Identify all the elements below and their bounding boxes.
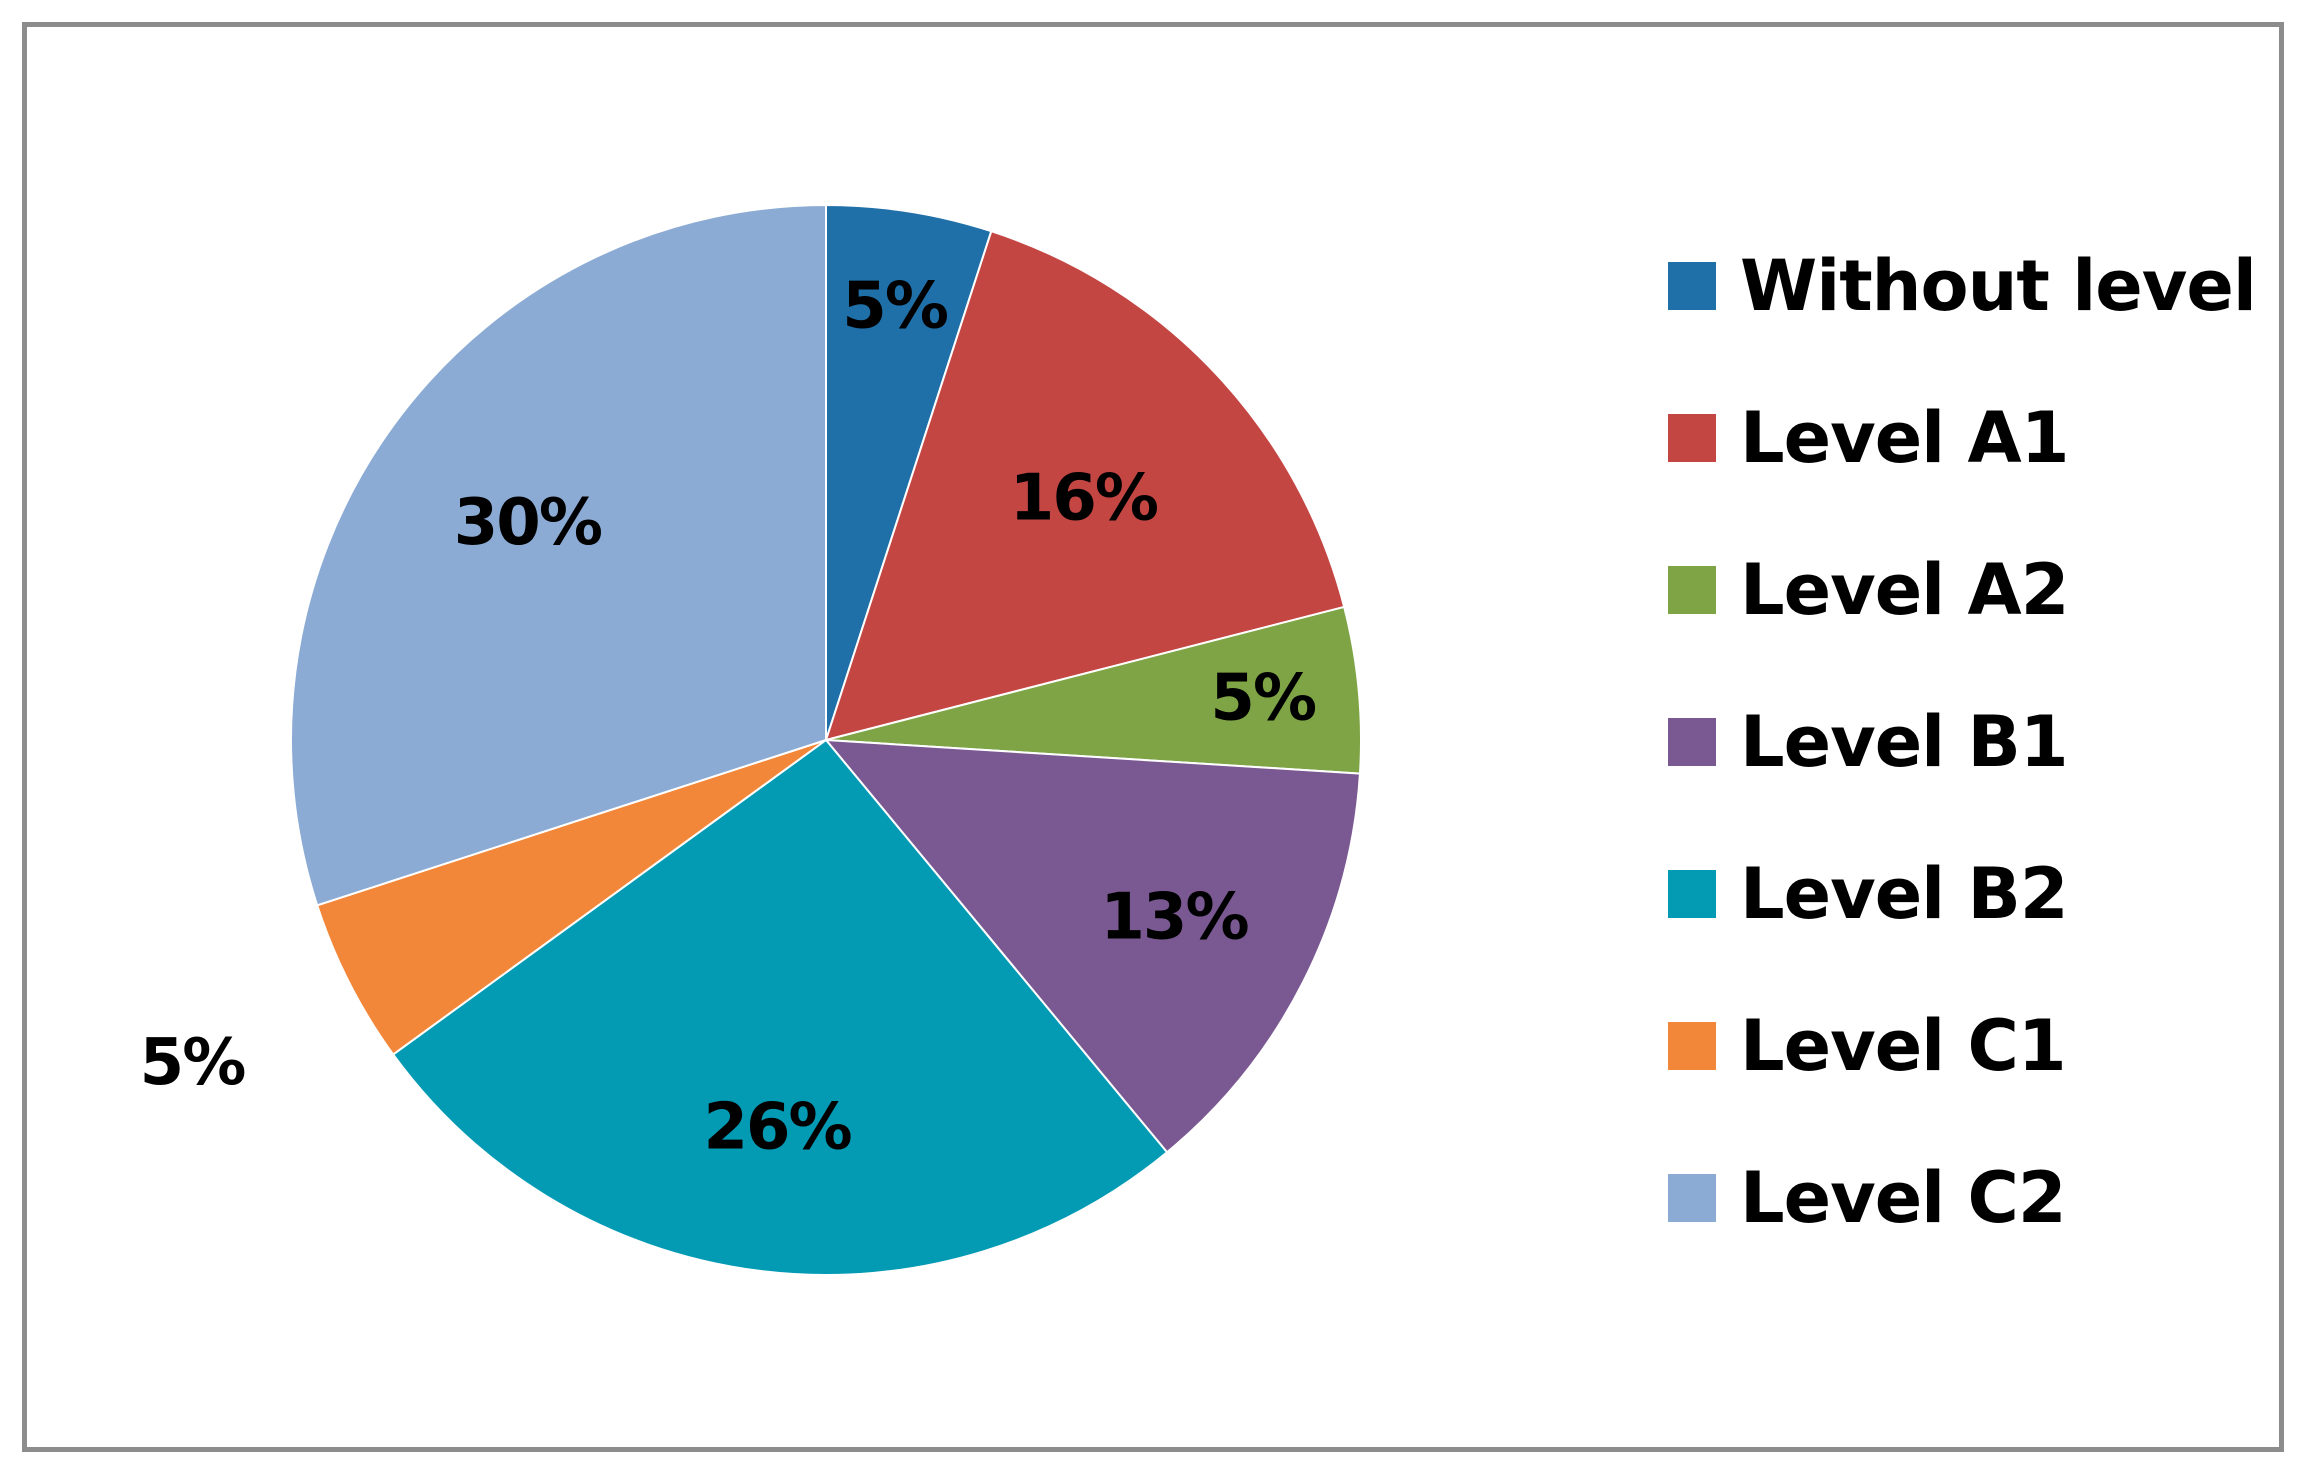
legend-item-6: Level C2	[1668, 1157, 2067, 1239]
slice-label-0: 5%	[842, 270, 948, 344]
pie-slice-4	[391, 738, 1169, 1276]
slice-label-3: 13%	[1100, 880, 1248, 954]
pie-slice-2	[825, 605, 1362, 775]
slice-label-6: 30%	[454, 486, 602, 560]
legend: Without level Level A1 Level A2 Level B1 Lev…	[1668, 245, 2257, 1239]
legend-item-3: Level B1	[1668, 701, 2069, 783]
legend-item-0: Without level	[1668, 245, 2257, 327]
slice-label-5: 5%	[140, 1026, 246, 1100]
legend-item-2: Level A2	[1668, 549, 2069, 631]
legend-swatch-3	[1668, 718, 1716, 766]
pie-slice-6	[290, 203, 827, 907]
slice-label-4: 26%	[703, 1090, 851, 1164]
legend-swatch-2	[1668, 566, 1716, 614]
pie-slice-5	[315, 739, 827, 1056]
legend-swatch-1	[1668, 414, 1716, 462]
legend-label-3: Level B1	[1740, 701, 2068, 783]
legend-swatch-5	[1668, 1022, 1716, 1070]
legend-label-1: Level A1	[1740, 397, 2068, 479]
legend-label-0: Without level	[1740, 245, 2256, 327]
legend-label-6: Level C2	[1740, 1157, 2066, 1239]
legend-item-4: Level B2	[1668, 853, 2069, 935]
legend-label-4: Level B2	[1740, 853, 2068, 935]
slice-label-1: 16%	[1010, 461, 1158, 535]
pie-slices	[290, 203, 1362, 1276]
slice-labels: 5% 16% 5% 13% 26% 5% 30%	[140, 270, 1318, 1165]
slice-label-2: 5%	[1210, 662, 1316, 736]
legend-label-5: Level C1	[1740, 1005, 2066, 1087]
legend-item-5: Level C1	[1668, 1005, 2067, 1087]
pie-slice-3	[823, 738, 1362, 1154]
legend-swatch-6	[1668, 1174, 1716, 1222]
pie-slice-0	[825, 203, 993, 741]
legend-label-2: Level A2	[1740, 549, 2068, 631]
legend-swatch-4	[1668, 870, 1716, 918]
legend-swatch-0	[1668, 262, 1716, 310]
legend-item-1: Level A1	[1668, 397, 2069, 479]
pie-slice-1	[824, 229, 1346, 742]
